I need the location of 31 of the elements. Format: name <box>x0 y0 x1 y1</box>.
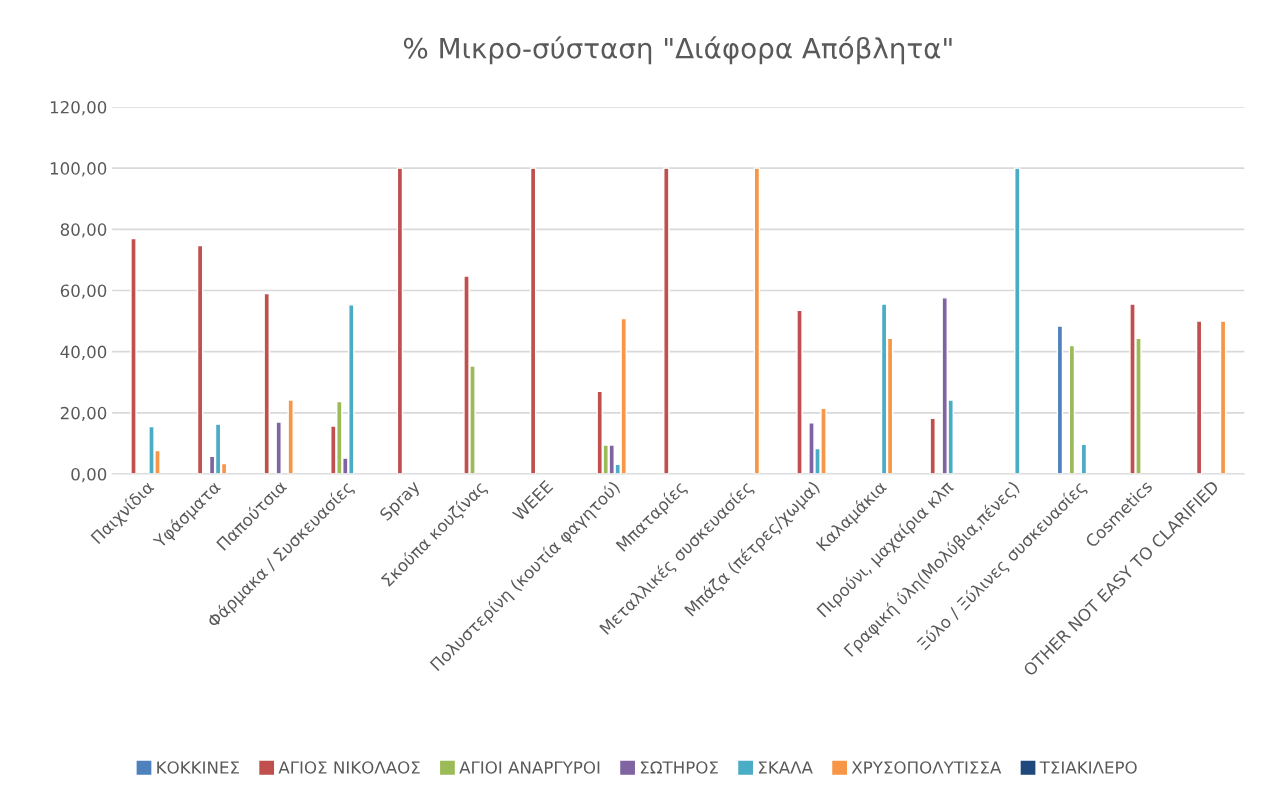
bar <box>529 167 537 474</box>
legend-label: ΑΓΙΟΣ ΝΙΚΟΛΑΟΣ <box>278 761 420 774</box>
bar <box>1056 325 1064 474</box>
bar <box>1195 320 1203 474</box>
bar <box>1068 344 1076 474</box>
bar <box>1219 320 1227 474</box>
y-tick-label: 20,00 <box>60 406 107 422</box>
bar <box>396 167 404 474</box>
bar <box>263 292 270 474</box>
bar <box>196 244 204 474</box>
y-tick-label: 100,00 <box>50 162 107 177</box>
bar <box>796 309 803 474</box>
bar <box>287 399 294 474</box>
y-tick-label: 40,00 <box>60 345 107 360</box>
legend-label: ΤΣΙΑΚΙΛΕΡΟ <box>1039 761 1137 774</box>
y-tick-label: 0,00 <box>71 467 107 483</box>
y-tick-label: 120,00 <box>50 100 107 116</box>
bar <box>275 421 282 474</box>
legend-label: ΚΟΚΚΙΝΕΣ <box>157 761 239 774</box>
bar <box>663 167 670 474</box>
bar <box>753 167 761 474</box>
bar <box>130 237 137 474</box>
legend-label: ΣΩΤΗΡΟΣ <box>640 761 718 774</box>
y-tick-label: 80,00 <box>60 223 107 238</box>
legend-label: ΣΚΑΛΑ <box>758 761 813 774</box>
bar <box>929 417 936 474</box>
chart-title: % Μικρο-σύσταση "Διάφορα Απόβλητα" <box>403 36 952 65</box>
bar <box>1014 167 1021 474</box>
legend-label: ΑΓΙΟΙ ΑΝΑΡΓΥΡΟΙ <box>459 761 600 774</box>
legend-label: ΧΡΥΣΟΠΟΛΥΤΙΣΣΑ <box>851 761 1002 774</box>
y-tick-label: 60,00 <box>60 284 107 299</box>
